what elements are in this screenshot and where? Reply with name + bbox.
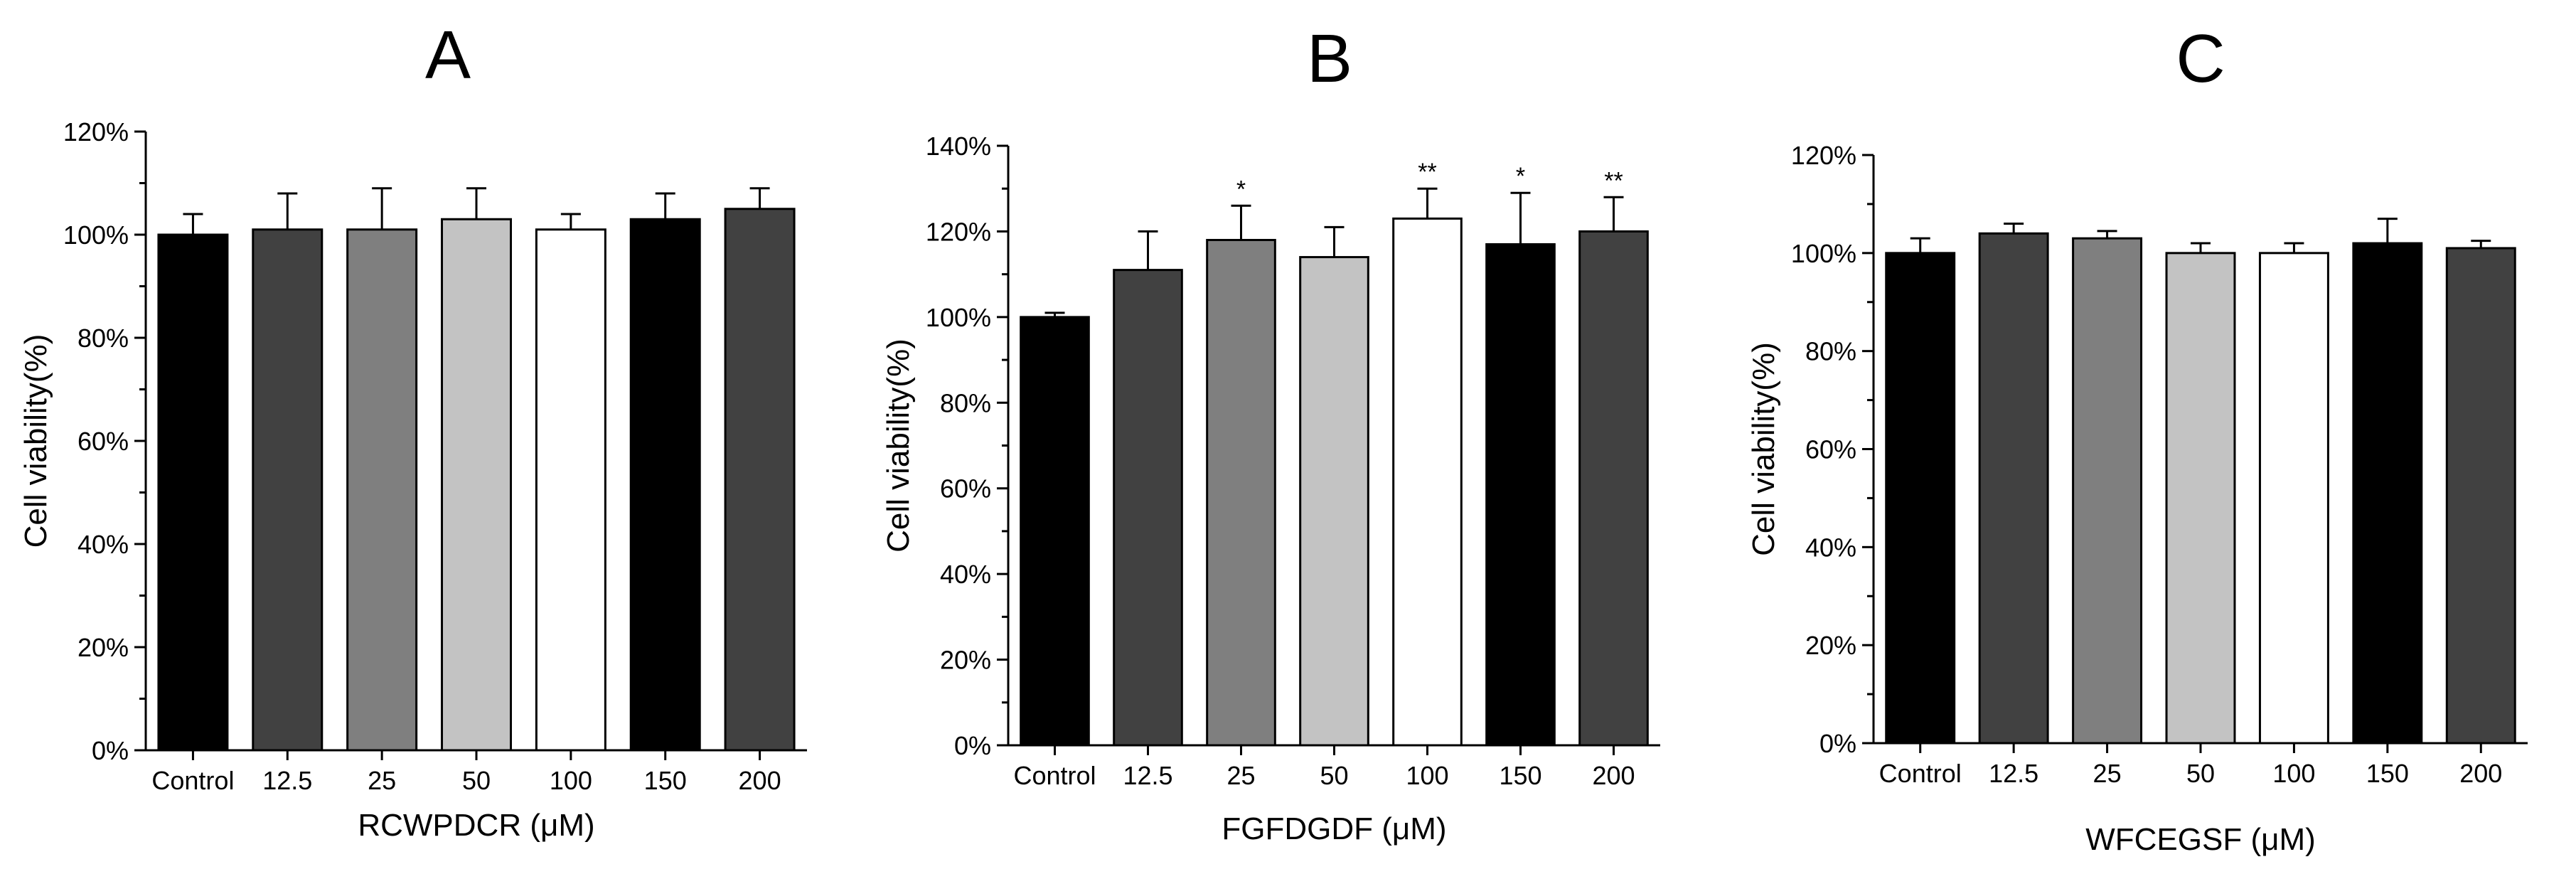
x-axis-title: RCWPDCR (μM) — [358, 808, 594, 843]
bar — [1020, 316, 1090, 747]
bar — [1978, 232, 2049, 745]
significance-marker: ** — [1604, 167, 1623, 194]
x-tick-label: Control — [1879, 759, 1962, 788]
y-tick-label: 100% — [63, 220, 129, 250]
y-axis-title: Cell viability(%) — [18, 334, 53, 548]
x-tick-label: Control — [1013, 761, 1096, 790]
y-tick-label: 100% — [1791, 239, 1856, 268]
bar — [1299, 256, 1369, 747]
chart-panels: A 0% 20% 40% 60% 80% 100% 120% Control 12.5 25 50 10… — [18, 17, 2528, 857]
bar — [535, 228, 606, 752]
y-tick-label: 40% — [78, 530, 129, 559]
bar — [724, 208, 796, 752]
bar — [1392, 217, 1463, 747]
y-tick-label: 40% — [940, 560, 991, 589]
panel-title: A — [425, 17, 471, 93]
panel-c: C 0% 20% 40% 60% 80% 100% 120% Control 12.5 25 50 10… — [1746, 21, 2528, 857]
x-tick-label: 100 — [1406, 761, 1448, 790]
x-tick-label: 12.5 — [1989, 759, 2038, 788]
y-tick-label: 20% — [78, 633, 129, 662]
panel-title: C — [2176, 21, 2225, 97]
panel-b: B 0% 20% 40% 60% 80% 100% 120% 140% Control 12.5 * 2… — [881, 21, 1660, 846]
bar — [2352, 242, 2423, 745]
y-tick-label: 0% — [1819, 729, 1856, 758]
bar — [2165, 252, 2236, 745]
y-tick-label: 20% — [1805, 631, 1856, 660]
x-tick-label: 200 — [2459, 759, 2502, 788]
x-tick-label: 100 — [550, 766, 592, 795]
bar — [157, 233, 229, 752]
y-tick-label: 80% — [940, 388, 991, 417]
x-tick-label: 50 — [2186, 759, 2215, 788]
y-tick-label: 120% — [63, 117, 129, 146]
x-axis-title: WFCEGSF (μM) — [2085, 822, 2316, 857]
significance-marker: ** — [1418, 159, 1436, 186]
bar — [1206, 238, 1276, 747]
y-tick-label: 60% — [940, 474, 991, 503]
y-axis-title: Cell viability(%) — [881, 339, 916, 553]
x-tick-label: 100 — [2272, 759, 2315, 788]
y-tick-label: 0% — [954, 731, 991, 760]
bar — [629, 218, 701, 752]
x-tick-label: 12.5 — [262, 766, 312, 795]
x-tick-label: 150 — [2366, 759, 2409, 788]
significance-marker: * — [1516, 163, 1525, 190]
x-tick-label: 200 — [1592, 761, 1635, 790]
bar — [1578, 230, 1649, 747]
y-tick-label: 0% — [92, 736, 129, 765]
bar — [441, 218, 512, 752]
x-tick-label: 25 — [368, 766, 396, 795]
bar — [1485, 243, 1556, 747]
y-tick-label: 40% — [1805, 533, 1856, 562]
y-tick-label: 100% — [926, 303, 991, 332]
x-tick-label: 50 — [1320, 761, 1348, 790]
panel-title: B — [1307, 21, 1352, 97]
x-axis-title: FGFDGDF (μM) — [1222, 811, 1446, 846]
bar — [2445, 247, 2516, 745]
x-tick-label: 200 — [739, 766, 781, 795]
y-tick-label: 120% — [926, 217, 991, 246]
x-tick-label: 150 — [644, 766, 687, 795]
bar — [2258, 252, 2329, 745]
panel-a: A 0% 20% 40% 60% 80% 100% 120% Control 12.5 25 50 10… — [18, 17, 807, 843]
y-tick-label: 80% — [1805, 337, 1856, 366]
y-tick-label: 60% — [1805, 435, 1856, 464]
y-tick-label: 60% — [78, 427, 129, 456]
x-tick-label: Control — [151, 766, 234, 795]
x-tick-label: 150 — [1499, 761, 1541, 790]
bar — [346, 228, 418, 752]
y-tick-label: 140% — [926, 132, 991, 161]
bar — [252, 228, 324, 752]
y-tick-label: 80% — [78, 324, 129, 353]
x-tick-label: 50 — [462, 766, 491, 795]
x-tick-label: 25 — [1226, 761, 1255, 790]
bar — [1885, 252, 1956, 745]
bar — [1113, 269, 1183, 747]
x-tick-label: 12.5 — [1123, 761, 1172, 790]
x-tick-label: 25 — [2093, 759, 2122, 788]
y-tick-label: 120% — [1791, 141, 1856, 170]
y-axis-title: Cell viability(%) — [1746, 342, 1781, 556]
bar — [2072, 237, 2143, 745]
y-tick-label: 20% — [940, 646, 991, 675]
significance-marker: * — [1236, 176, 1246, 203]
